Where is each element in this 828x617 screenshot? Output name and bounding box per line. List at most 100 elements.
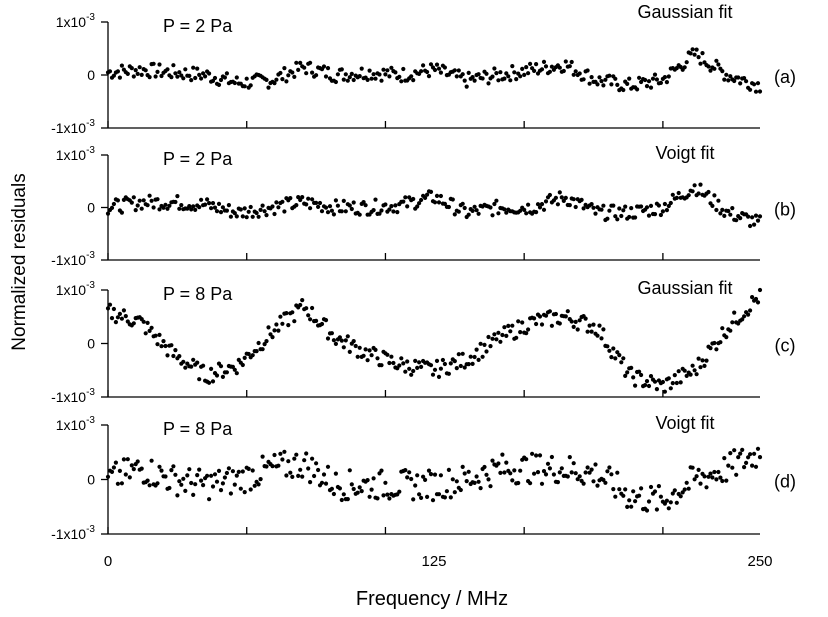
data-point: [502, 207, 507, 212]
data-point: [155, 197, 160, 202]
data-point: [662, 201, 668, 207]
data-point: [746, 312, 751, 317]
data-point: [561, 198, 566, 203]
data-point: [203, 202, 208, 207]
data-point: [264, 213, 269, 218]
data-point: [601, 203, 606, 208]
data-point: [748, 87, 753, 92]
data-point: [288, 470, 293, 475]
data-point: [365, 358, 370, 363]
data-point: [347, 468, 352, 473]
data-point: [222, 75, 227, 80]
data-point: [757, 214, 763, 219]
data-point: [314, 200, 319, 205]
data-point: [637, 493, 642, 498]
data-point: [674, 380, 679, 386]
data-point: [107, 69, 113, 74]
data-point: [541, 469, 547, 474]
data-point: [753, 296, 759, 302]
data-point: [159, 344, 164, 349]
y-tick-label: 1x10-3: [56, 145, 96, 163]
data-point: [405, 204, 410, 209]
data-point: [648, 85, 654, 90]
data-point: [607, 73, 612, 78]
data-point: [543, 472, 549, 477]
data-point: [480, 76, 485, 81]
data-point: [454, 74, 459, 79]
data-point: [664, 208, 670, 213]
data-point: [189, 480, 194, 486]
data-point: [419, 364, 424, 369]
data-point: [304, 451, 309, 456]
pressure-label: P = 2 Pa: [163, 16, 233, 36]
data-point: [686, 486, 691, 491]
data-point: [734, 218, 739, 223]
data-point: [165, 353, 170, 358]
data-point: [559, 195, 564, 200]
data-point: [625, 81, 630, 86]
data-point: [755, 218, 761, 223]
data-point: [605, 344, 610, 349]
data-point: [272, 81, 277, 86]
data-point: [214, 373, 220, 378]
data-point: [438, 70, 443, 75]
data-point: [694, 474, 699, 479]
data-point: [377, 72, 382, 77]
data-point: [730, 465, 735, 470]
data-point: [627, 214, 632, 220]
data-point: [702, 363, 707, 368]
data-point: [625, 504, 630, 509]
data-point: [157, 207, 162, 212]
data-point: [201, 71, 206, 76]
data-point: [684, 60, 689, 65]
data-point: [524, 331, 529, 336]
data-point: [646, 213, 652, 218]
data-point: [492, 332, 497, 337]
data-point: [207, 497, 212, 502]
data-point: [149, 198, 154, 203]
data-point: [726, 208, 731, 214]
data-point: [452, 68, 457, 73]
data-point: [472, 480, 477, 485]
data-point: [617, 206, 622, 211]
data-point: [125, 457, 130, 462]
data-point: [534, 210, 539, 215]
data-point: [728, 74, 733, 79]
data-point: [438, 473, 443, 478]
data-point: [654, 507, 660, 512]
data-point: [224, 208, 229, 213]
data-point: [415, 365, 420, 370]
data-point: [736, 455, 741, 460]
data-point: [105, 211, 111, 216]
data-point: [428, 62, 434, 67]
data-point: [151, 205, 156, 210]
data-point: [244, 215, 249, 220]
data-point: [446, 467, 451, 472]
data-point: [539, 67, 545, 72]
data-point: [430, 372, 436, 377]
data-point: [516, 480, 521, 486]
data-point: [234, 371, 239, 376]
data-point: [623, 487, 628, 492]
data-point: [234, 214, 239, 219]
data-point: [700, 51, 705, 56]
data-point: [470, 361, 475, 366]
data-point: [510, 323, 515, 328]
data-point: [434, 62, 440, 67]
data-point: [193, 207, 198, 212]
data-point: [413, 483, 418, 488]
data-point: [674, 500, 679, 505]
data-point: [310, 70, 315, 75]
data-point: [147, 328, 152, 333]
data-point: [718, 475, 723, 480]
y-tick-label: 0: [87, 67, 95, 83]
data-point: [549, 323, 555, 328]
data-point: [714, 347, 719, 352]
data-point: [565, 474, 570, 479]
data-point: [121, 457, 126, 462]
data-point: [248, 204, 253, 210]
data-point: [752, 82, 757, 87]
data-point: [541, 207, 547, 212]
data-point: [587, 470, 592, 475]
data-point: [177, 354, 182, 359]
